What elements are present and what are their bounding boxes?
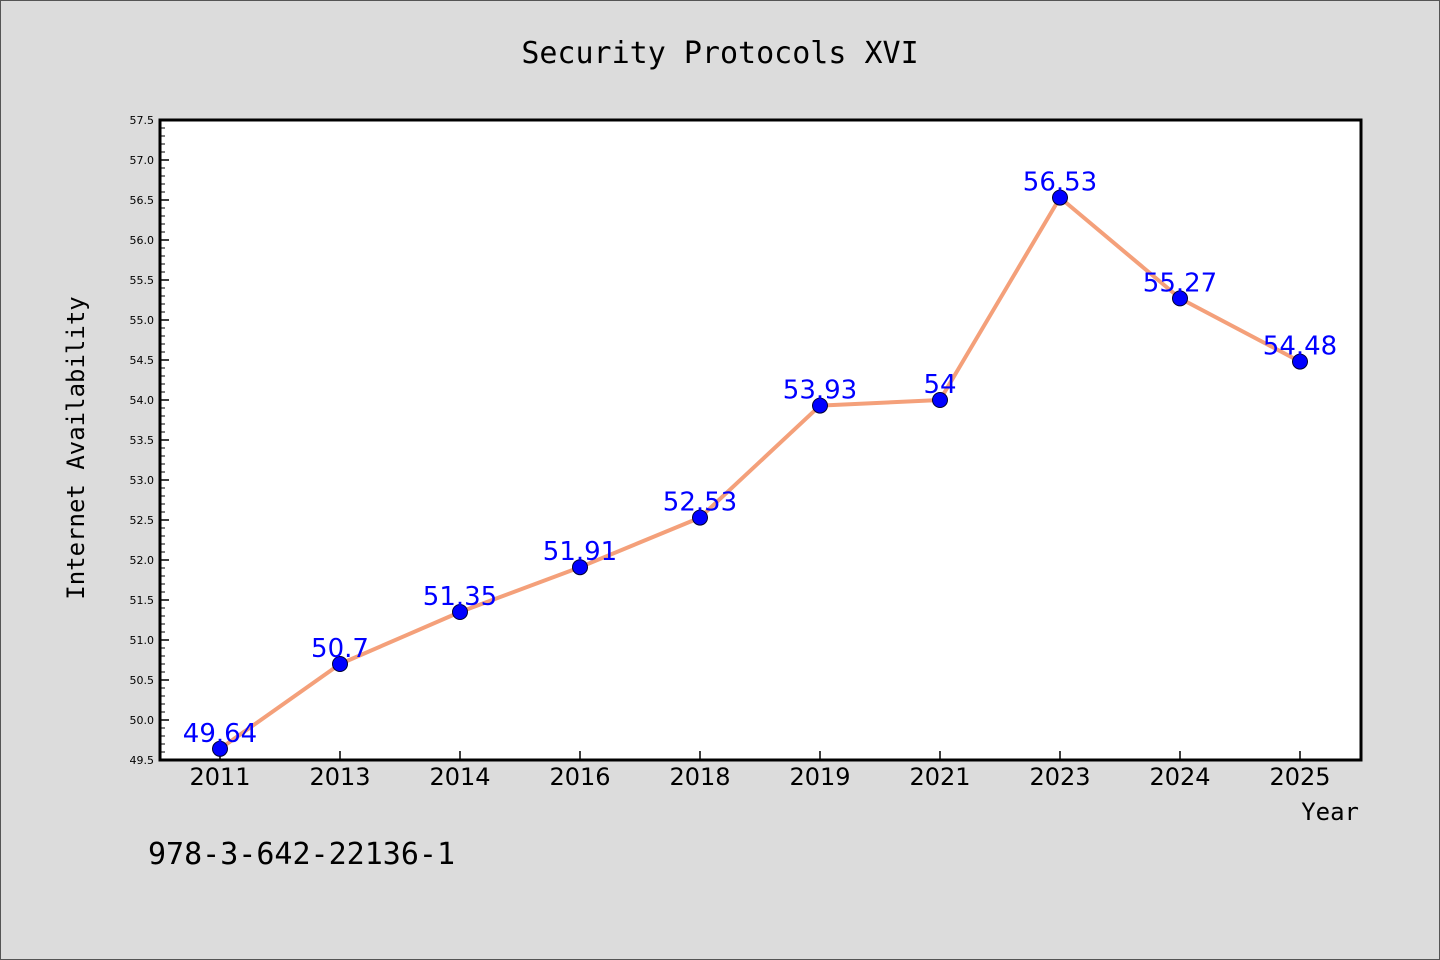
data-label: 52.53 <box>663 488 737 518</box>
data-point <box>332 656 348 672</box>
x-tick-label: 2013 <box>309 763 370 791</box>
y-tick-label: 51.0 <box>130 634 155 647</box>
series-layer: 49.64 50.7 51.35 51.91 52.53 53.93 54 56.53 55.2… <box>183 168 1337 757</box>
y-tick-label: 57.5 <box>130 114 155 127</box>
x-tick-label: 2019 <box>789 763 850 791</box>
data-label: 53.93 <box>783 376 857 406</box>
y-tick-label: 52.0 <box>130 554 155 567</box>
data-point <box>212 740 228 757</box>
y-tick-label: 54.5 <box>130 354 155 367</box>
data-point <box>452 604 468 620</box>
x-tick-label: 2011 <box>189 763 250 791</box>
series-line <box>218 195 1301 751</box>
data-label: 51.35 <box>423 582 497 612</box>
y-axis-title: Internet Availability <box>62 296 90 599</box>
data-point <box>1292 353 1308 370</box>
data-point <box>572 559 588 576</box>
x-tick-label: 2025 <box>1269 763 1330 791</box>
y-tick-label: 55.5 <box>130 274 155 287</box>
data-point <box>1052 189 1068 206</box>
data-label: 56.53 <box>1023 168 1097 198</box>
y-tick-label: 57.0 <box>130 154 155 167</box>
x-tick-label: 2021 <box>909 763 970 791</box>
y-axis: 49.5 50.0 50.5 51.0 51.5 52.0 52.5 53.0 53.5 54.0… <box>130 114 169 767</box>
x-tick-label: 2023 <box>1029 763 1090 791</box>
data-label: 55.27 <box>1143 268 1217 298</box>
y-tick-label: 51.5 <box>130 594 155 607</box>
x-axis: 2011 2013 2014 2016 2018 2019 2021 2023 2024 2025 <box>189 751 1331 791</box>
x-tick-label: 2024 <box>1149 763 1210 791</box>
y-tick-label: 56.0 <box>130 234 155 247</box>
x-tick-label: 2014 <box>429 763 490 791</box>
data-point <box>692 509 708 526</box>
y-tick-label: 55.0 <box>130 314 155 327</box>
data-label: 54.48 <box>1263 332 1337 362</box>
data-label: 54 <box>923 370 956 400</box>
y-tick-label: 56.5 <box>130 194 155 207</box>
y-tick-label: 50.0 <box>130 714 155 727</box>
data-label: 51.91 <box>543 537 617 567</box>
y-tick-label: 49.5 <box>130 754 155 767</box>
data-label: 50.7 <box>311 634 369 664</box>
y-tick-label: 53.0 <box>130 474 155 487</box>
x-tick-label: 2018 <box>669 763 730 791</box>
data-label: 49.64 <box>183 719 257 749</box>
y-tick-label: 50.5 <box>130 674 155 687</box>
chart-title: Security Protocols XVI <box>521 36 918 71</box>
x-tick-label: 2016 <box>549 763 610 791</box>
isbn-footer: 978-3-642-22136-1 <box>148 837 455 872</box>
data-point <box>812 397 828 414</box>
y-tick-label: 54.0 <box>130 394 155 407</box>
y-tick-label: 53.5 <box>130 434 155 447</box>
x-axis-title: Year <box>1301 798 1359 826</box>
data-point <box>1172 290 1188 307</box>
y-tick-label: 52.5 <box>130 514 155 527</box>
data-point <box>932 392 948 408</box>
